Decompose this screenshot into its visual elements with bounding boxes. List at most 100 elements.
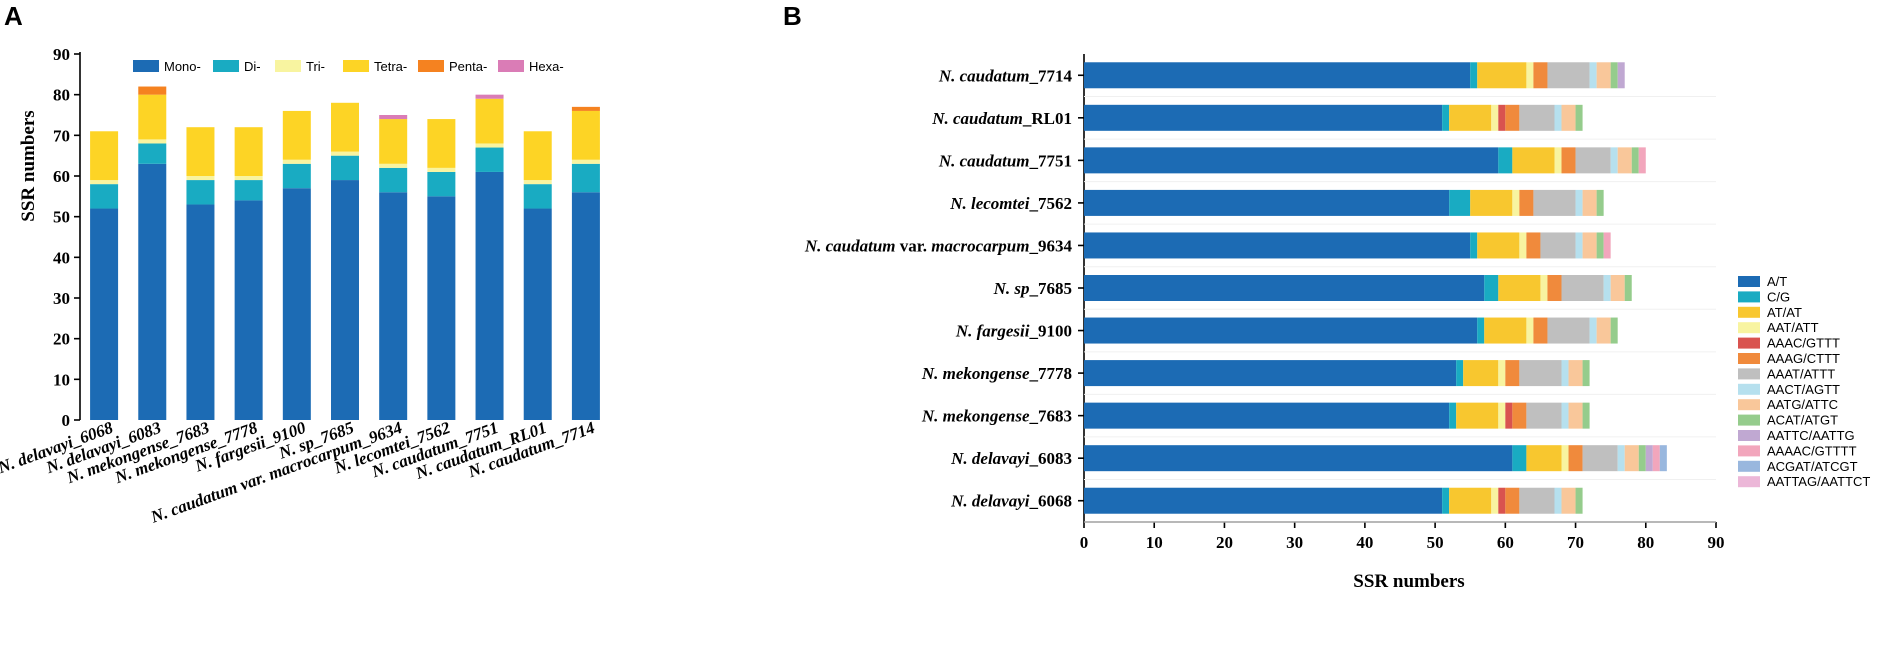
chart-b-x-tick-label: 40 (1356, 533, 1373, 552)
chart-b-legend-label: AAT/ATT (1767, 320, 1819, 335)
chart-b-bar-segment (1645, 445, 1653, 472)
chart-b-x-tick-label: 10 (1146, 533, 1163, 552)
chart-b-x-tick-label: 20 (1216, 533, 1233, 552)
chart-b-legend-label: AAAAC/GTTTT (1767, 443, 1857, 458)
chart-a-y-axis: 0 10 20 30 40 50 60 70 80 90 (53, 45, 81, 430)
chart-b-bar-segment (1568, 445, 1583, 472)
chart-b-category-label: N. caudatum var. macrocarpum_9634 (804, 236, 1073, 255)
chart-b-bar-segment (1575, 147, 1611, 174)
chart-a-y-tick-label: 50 (53, 208, 70, 227)
chart-b-category-label: N. sp_7685 (993, 279, 1072, 298)
chart-b-legend-item: AAT/ATT (1738, 320, 1819, 335)
chart-a-legend-label: Di- (244, 59, 261, 74)
chart-a-bar-segment (90, 180, 119, 185)
chart-b-bar-segment (1582, 402, 1590, 429)
chart-b-bar-segment (1596, 62, 1611, 89)
chart-a-bar-segment (475, 147, 504, 172)
chart-b-bar-segment (1547, 275, 1562, 301)
chart-a-y-tick-label: 10 (53, 370, 70, 389)
chart-b-legend-item: AACT/AGTT (1738, 382, 1840, 397)
chart-b-bar-segment (1638, 147, 1646, 174)
chart-a-bar-segment (138, 139, 167, 144)
chart-b-bar-segment (1596, 232, 1604, 259)
chart-b-legend-item: AAAAC/GTTTT (1738, 443, 1857, 458)
chart-a-bar-segment (379, 119, 408, 164)
chart-a-y-axis-title: SSR numbers (18, 110, 39, 221)
chart-b-bar-segment (1519, 487, 1555, 514)
chart-a-y-tick-label: 80 (53, 86, 70, 105)
chart-b-x-tick-label: 50 (1427, 533, 1444, 552)
chart-b-legend-label: C/G (1767, 289, 1790, 304)
chart-b-bar-segment (1519, 189, 1534, 216)
chart-b-bar-segment (1498, 487, 1506, 514)
chart-a-y-tick-label: 60 (53, 167, 70, 186)
chart-b-bar-segment (1582, 232, 1597, 259)
chart-a-bar-segment (282, 163, 311, 189)
chart-b-legend-item: AAAT/ATTT (1738, 366, 1835, 381)
chart-b-bar-segment (1084, 104, 1443, 131)
chart-a-bar-segment (282, 159, 311, 164)
chart-b-bar-segment (1554, 104, 1562, 131)
chart-b-bar-segment (1547, 317, 1590, 344)
chart-b-category-label: N. lecomtei_7562 (949, 194, 1072, 213)
panel-a-label: A (4, 1, 23, 31)
chart-b-bar-segment (1519, 232, 1527, 259)
chart-a-bar-segment (427, 196, 456, 420)
chart-a-bar-segment (331, 102, 359, 152)
chart-a-y-tick-label: 30 (53, 289, 70, 308)
chart-a-bar-segment (138, 94, 167, 140)
chart-b-bar-segment (1084, 232, 1471, 259)
chart-b-bar-segment (1554, 487, 1562, 514)
chart-b-bar-segment (1512, 147, 1555, 174)
chart-b-bar-segment (1547, 62, 1590, 89)
chart-b-category-label: N. fargesii_9100 (955, 322, 1072, 341)
chart-b-legend-label: AATTC/AATTG (1767, 428, 1855, 443)
chart-b-bar-segment (1512, 189, 1520, 216)
chart-b-bar-segment (1484, 275, 1499, 301)
chart-b-bar-segment (1442, 487, 1450, 514)
chart-b-bar-segment (1631, 147, 1639, 174)
chart-b-bar-segment (1526, 317, 1534, 344)
chart-b-legend-swatch (1738, 430, 1760, 441)
chart-a-bar-segment (331, 180, 359, 420)
chart-b-bar-segment (1659, 445, 1667, 472)
chart-a-bar-segment (571, 192, 600, 420)
chart-b-bar-segment (1568, 402, 1583, 429)
chart-a-legend-swatch (213, 60, 239, 72)
chart-b-bar-segment (1561, 487, 1576, 514)
chart-b-bar-segment (1575, 189, 1583, 216)
chart-b-legend-item: AATTAG/AATTCT (1738, 474, 1870, 489)
chart-b-bar-segment (1540, 232, 1576, 259)
chart-a-bar-segment (282, 110, 311, 160)
chart-a-y-tick-label: 20 (53, 330, 70, 349)
chart-a-bar-segment (427, 171, 456, 197)
chart-a-bar-segment (427, 119, 456, 168)
chart-b-bar-segment (1526, 402, 1562, 429)
chart-b-bar-segment (1589, 62, 1597, 89)
chart-b-bar-segment (1596, 189, 1604, 216)
chart-b-legend-label: ACAT/ATGT (1767, 413, 1838, 428)
chart-a-legend-swatch (498, 60, 524, 72)
chart-b-bar-segment (1505, 487, 1520, 514)
chart-b-bar-segment (1533, 317, 1548, 344)
chart-a-bar-segment (186, 176, 215, 181)
chart-b-legend-label: AATTAG/AATTCT (1767, 474, 1870, 489)
chart-a-legend-swatch (418, 60, 444, 72)
chart-b-legend-swatch (1738, 337, 1760, 349)
chart-a-bar-segment (234, 127, 263, 176)
chart-a-y-tick-label: 90 (53, 45, 70, 64)
chart-a-legend-item: Tetra- (343, 59, 407, 74)
chart-a-legend-label: Tri- (306, 59, 325, 74)
chart-b-legend-swatch (1738, 460, 1760, 472)
chart-b-bar-segment (1498, 147, 1513, 174)
chart-b-bar-segment (1526, 232, 1541, 259)
chart-b-x-tick-label: 70 (1567, 533, 1584, 552)
chart-a-legend-label: Tetra- (374, 59, 407, 74)
chart-a-y-tick-label: 0 (62, 411, 71, 430)
chart-b-bar-segment (1491, 104, 1499, 131)
chart-b-bar-segment (1638, 445, 1646, 472)
chart-b-legend-label: A/T (1767, 274, 1787, 289)
chart-b-x-tick-label: 90 (1708, 533, 1725, 552)
